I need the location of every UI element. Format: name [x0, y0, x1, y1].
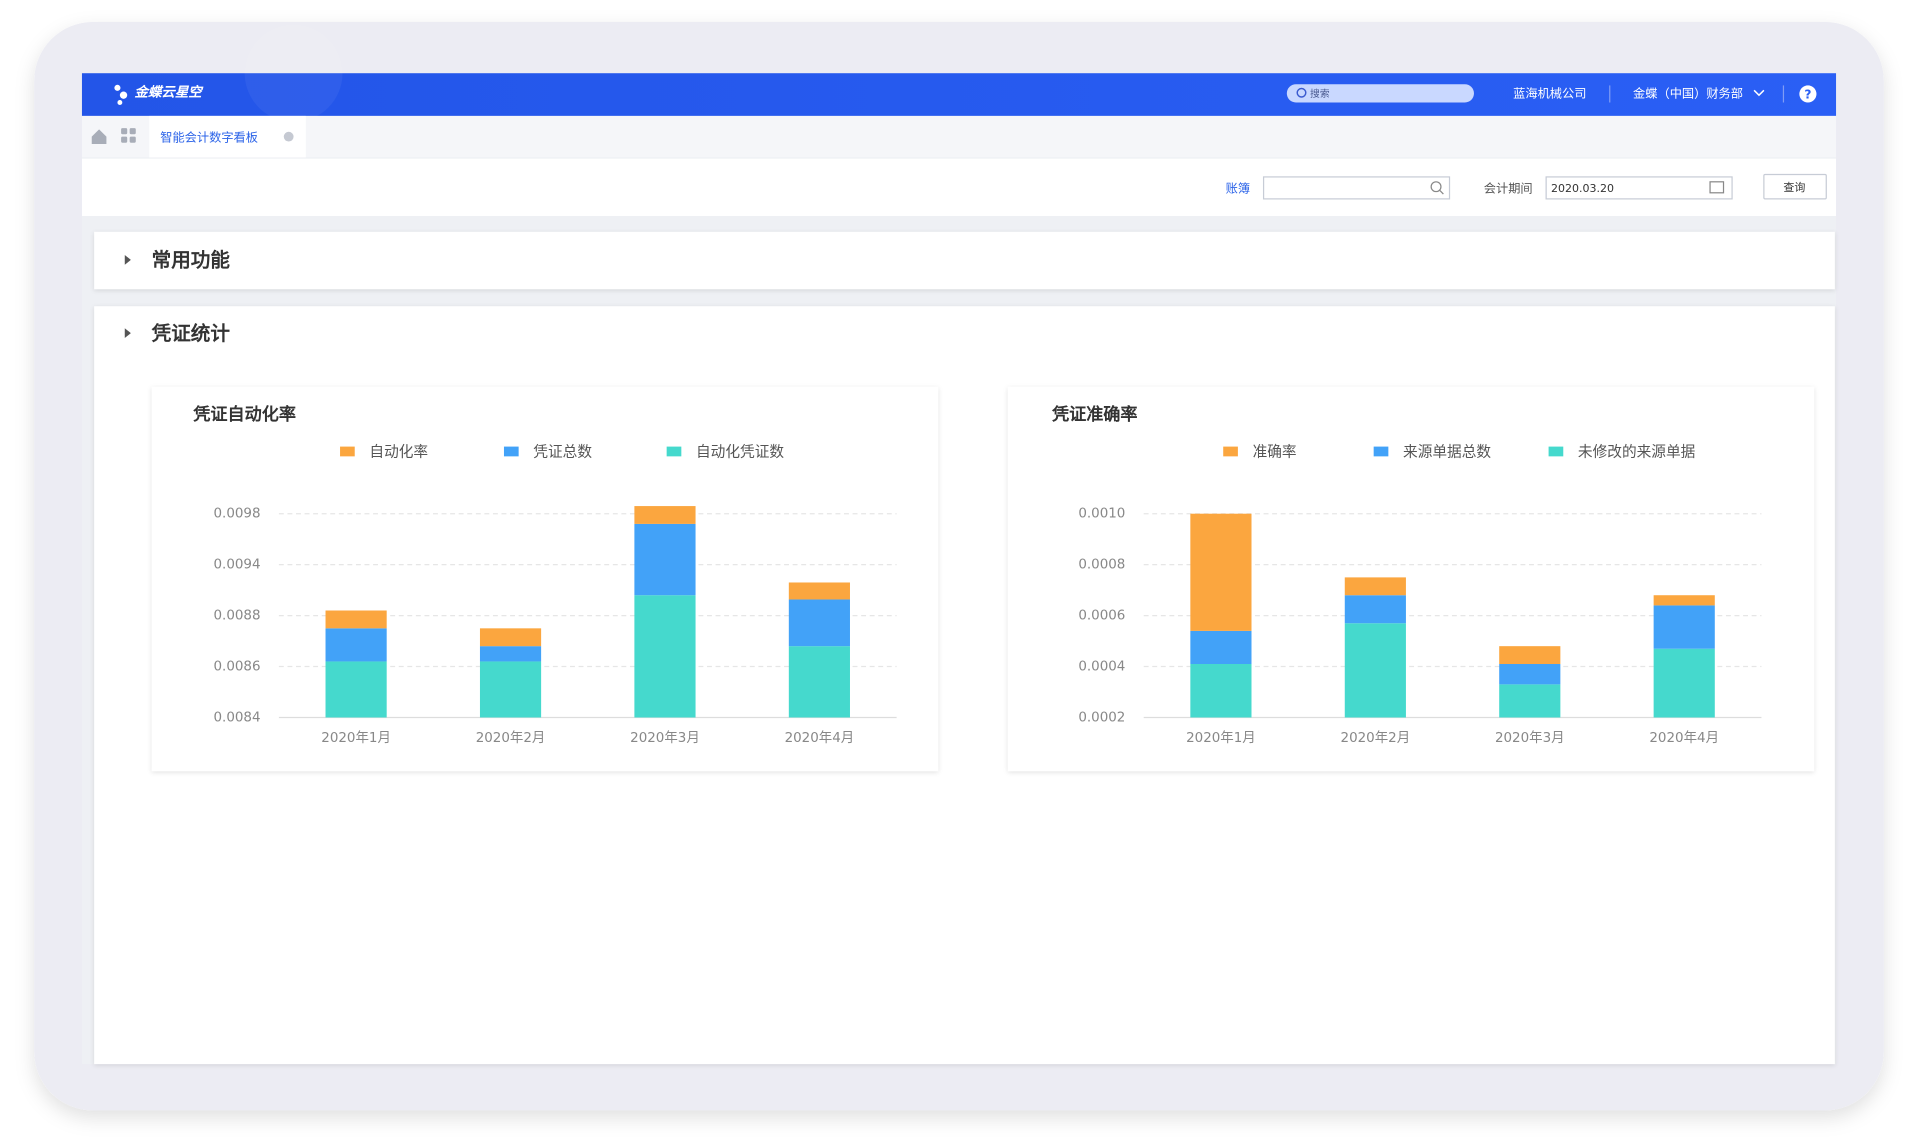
- y-tick-label: 0.0004: [1078, 660, 1125, 675]
- x-tick-label: 2020年1月: [321, 730, 391, 746]
- legend-swatch: [340, 446, 355, 457]
- filter-bar: [81, 158, 1837, 216]
- y-tick-label: 0.0002: [1078, 710, 1125, 725]
- bar-segment: [479, 661, 542, 718]
- legend-label: 准确率: [1253, 444, 1297, 461]
- legend-label: 未修改的来源单据: [1578, 444, 1696, 461]
- y-tick-label: 0.0098: [214, 507, 261, 522]
- query-button[interactable]: [1763, 173, 1827, 200]
- ledger-input[interactable]: [1262, 176, 1451, 200]
- top-bar: [81, 73, 1837, 116]
- bar-segment: [479, 646, 542, 662]
- logo-icon: [119, 91, 128, 99]
- bar-segment: [788, 582, 850, 600]
- y-tick-label: 0.0084: [214, 710, 261, 725]
- legend-swatch: [1223, 446, 1238, 457]
- home-icon[interactable]: [91, 129, 107, 144]
- help-label: ?: [1804, 88, 1811, 102]
- x-tick-label: 2020年2月: [1341, 730, 1411, 746]
- period-input[interactable]: [1545, 176, 1733, 200]
- dropdown-icon[interactable]: [1753, 89, 1765, 97]
- legend-swatch: [666, 446, 682, 457]
- bar-segment: [325, 661, 387, 718]
- bar-segment: [1499, 684, 1561, 718]
- y-tick-label: 0.0094: [214, 558, 261, 573]
- section-title[interactable]: 凭证统计: [151, 322, 231, 345]
- bar-segment: [1653, 595, 1715, 606]
- legend-label: 来源单据总数: [1403, 444, 1491, 461]
- chart-title: 凭证自动化率: [192, 404, 296, 425]
- ledger-label: 账簿: [1226, 181, 1250, 196]
- bar-segment: [788, 599, 850, 647]
- bar-segment: [1190, 663, 1252, 718]
- bar-segment: [1344, 595, 1406, 624]
- bar-segment: [634, 523, 696, 596]
- bar-segment: [1653, 605, 1715, 649]
- section-title[interactable]: 常用功能: [152, 249, 231, 272]
- search-placeholder: 搜索: [1310, 87, 1330, 100]
- calendar-icon[interactable]: [1709, 181, 1725, 194]
- bar-segment: [1499, 646, 1561, 664]
- period-label: 会计期间: [1484, 182, 1533, 196]
- search-icon: [1296, 87, 1307, 98]
- help-button[interactable]: [1799, 85, 1817, 103]
- x-tick-label: 2020年1月: [1186, 730, 1256, 746]
- logo[interactable]: 金蝶云星空: [135, 85, 205, 101]
- x-tick-label: 2020年4月: [1649, 730, 1719, 746]
- legend-label: 凭证总数: [533, 444, 592, 461]
- x-tick-label: 2020年4月: [785, 730, 855, 746]
- search-icon: [1439, 189, 1444, 195]
- bar-segment: [634, 595, 696, 718]
- bar-segment: [788, 646, 850, 718]
- legend-label: 自动化率: [369, 444, 428, 461]
- search-box[interactable]: [1286, 84, 1474, 103]
- bar-segment: [1653, 648, 1715, 718]
- y-tick-label: 0.0008: [1078, 558, 1125, 573]
- company-name[interactable]: 蓝海机械公司: [1513, 85, 1586, 100]
- legend-swatch: [1548, 446, 1564, 457]
- bar-segment: [634, 506, 696, 524]
- y-tick-label: 0.0006: [1078, 609, 1125, 624]
- org-name[interactable]: 金蝶（中国）财务部: [1633, 85, 1743, 100]
- tab-bar: [81, 115, 1837, 158]
- bar-segment: [479, 628, 542, 647]
- search-icon[interactable]: [1430, 181, 1442, 193]
- y-tick-label: 0.0086: [214, 660, 261, 675]
- tab-label[interactable]: 智能会计数字看板: [160, 129, 258, 144]
- active-tab[interactable]: [149, 115, 306, 158]
- chart-title: 凭证准确率: [1051, 404, 1138, 425]
- bar-segment: [1499, 663, 1561, 685]
- legend-label: 自动化凭证数: [696, 444, 784, 461]
- y-tick-label: 0.0010: [1078, 507, 1125, 522]
- period-value[interactable]: 2020.03.20: [1551, 182, 1614, 195]
- tab-close[interactable]: [283, 131, 294, 142]
- logo-icon: [114, 84, 121, 91]
- bar-segment: [1344, 623, 1406, 718]
- legend-swatch: [1373, 446, 1389, 457]
- apps-icon[interactable]: [121, 128, 136, 143]
- query-button-label[interactable]: 查询: [1783, 180, 1805, 194]
- bar-segment: [1344, 577, 1406, 596]
- x-tick-label: 2020年3月: [630, 730, 700, 746]
- bar-segment: [325, 610, 387, 629]
- x-tick-label: 2020年3月: [1495, 730, 1565, 746]
- bar-segment: [325, 628, 387, 662]
- legend-swatch: [503, 446, 519, 457]
- bar-segment: [1190, 630, 1252, 664]
- logo-icon: [117, 100, 123, 105]
- section-panel: [94, 231, 1835, 290]
- bar-segment: [1190, 513, 1252, 631]
- header-decoration: [244, 24, 343, 123]
- expand-icon[interactable]: [124, 328, 131, 338]
- expand-icon[interactable]: [124, 255, 131, 265]
- y-tick-label: 0.0088: [214, 609, 261, 624]
- x-tick-label: 2020年2月: [476, 730, 546, 746]
